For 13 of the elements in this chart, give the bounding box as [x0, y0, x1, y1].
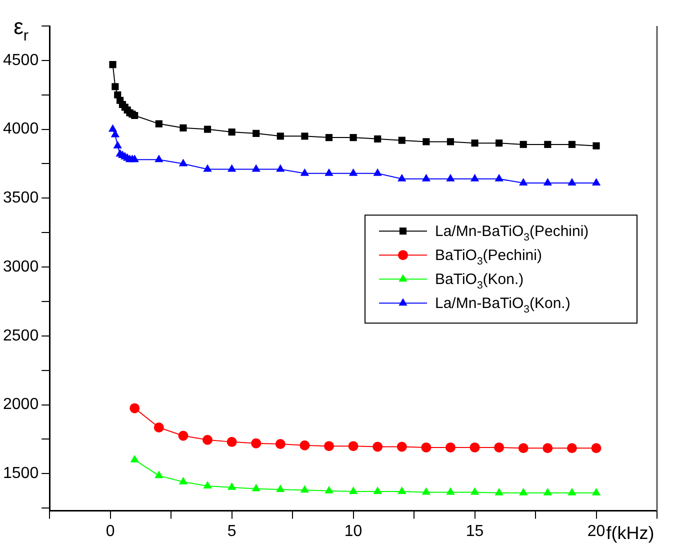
y-tick-label: 2000 — [3, 396, 39, 414]
x-tick-label: 20 — [587, 522, 606, 540]
y-tick-label: 1500 — [3, 465, 39, 482]
y-tick-label: 3000 — [3, 258, 39, 276]
y-tick-label: 2500 — [3, 327, 39, 344]
y-tick-label: 3500 — [3, 190, 39, 207]
x-tick-label: 5 — [227, 522, 236, 540]
x-tick-label: 0 — [106, 522, 115, 540]
y-tick-label: 4500 — [3, 52, 39, 69]
y-tick-label: 4000 — [3, 120, 39, 138]
x-tick-label: 15 — [466, 522, 484, 540]
x-tick-label: 10 — [344, 522, 362, 540]
x-axis-title: f(kHz) — [606, 522, 654, 543]
